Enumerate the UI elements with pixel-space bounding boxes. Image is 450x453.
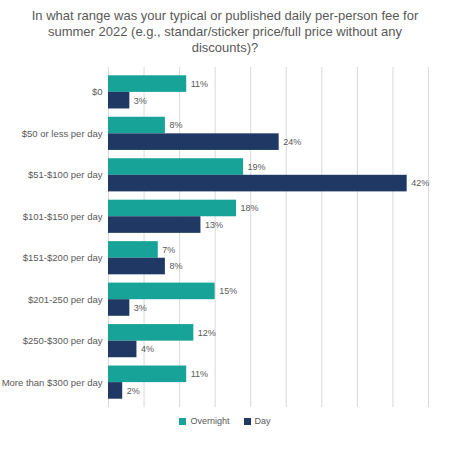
svg-text:11%: 11% bbox=[191, 79, 208, 89]
svg-text:2%: 2% bbox=[127, 386, 140, 396]
svg-text:4%: 4% bbox=[141, 344, 154, 354]
svg-text:$250-$300 per day: $250-$300 per day bbox=[23, 335, 103, 346]
html-text:Day: Day bbox=[254, 416, 271, 426]
svg-text:13%: 13% bbox=[205, 220, 223, 230]
svg-text:$51-$100 per day: $51-$100 per day bbox=[28, 169, 103, 180]
svg-text:24%: 24% bbox=[283, 137, 301, 147]
svg-text:15%: 15% bbox=[219, 286, 237, 296]
svg-text:$201-250 per day: $201-250 per day bbox=[28, 294, 103, 305]
svg-text:$0: $0 bbox=[92, 86, 103, 97]
svg-text:$151-$200 per day: $151-$200 per day bbox=[23, 252, 103, 263]
svg-text:19%: 19% bbox=[248, 162, 266, 172]
svg-text:More than $300 per day: More than $300 per day bbox=[2, 377, 103, 388]
svg-text:$50 or less per day: $50 or less per day bbox=[22, 128, 103, 139]
html-text:In what range was your typical: In what range was your typical or publis… bbox=[31, 8, 419, 55]
svg-text:8%: 8% bbox=[169, 120, 182, 130]
svg-text:11%: 11% bbox=[191, 369, 208, 379]
svg-text:12%: 12% bbox=[198, 328, 216, 338]
svg-text:18%: 18% bbox=[241, 203, 259, 213]
html-text:Overnight: Overnight bbox=[190, 416, 230, 426]
svg-text:7%: 7% bbox=[162, 245, 175, 255]
svg-text:3%: 3% bbox=[134, 303, 147, 313]
svg-text:42%: 42% bbox=[411, 178, 429, 188]
svg-text:3%: 3% bbox=[134, 96, 147, 106]
svg-text:8%: 8% bbox=[169, 261, 182, 271]
svg-text:$101-$150 per day: $101-$150 per day bbox=[23, 211, 103, 222]
